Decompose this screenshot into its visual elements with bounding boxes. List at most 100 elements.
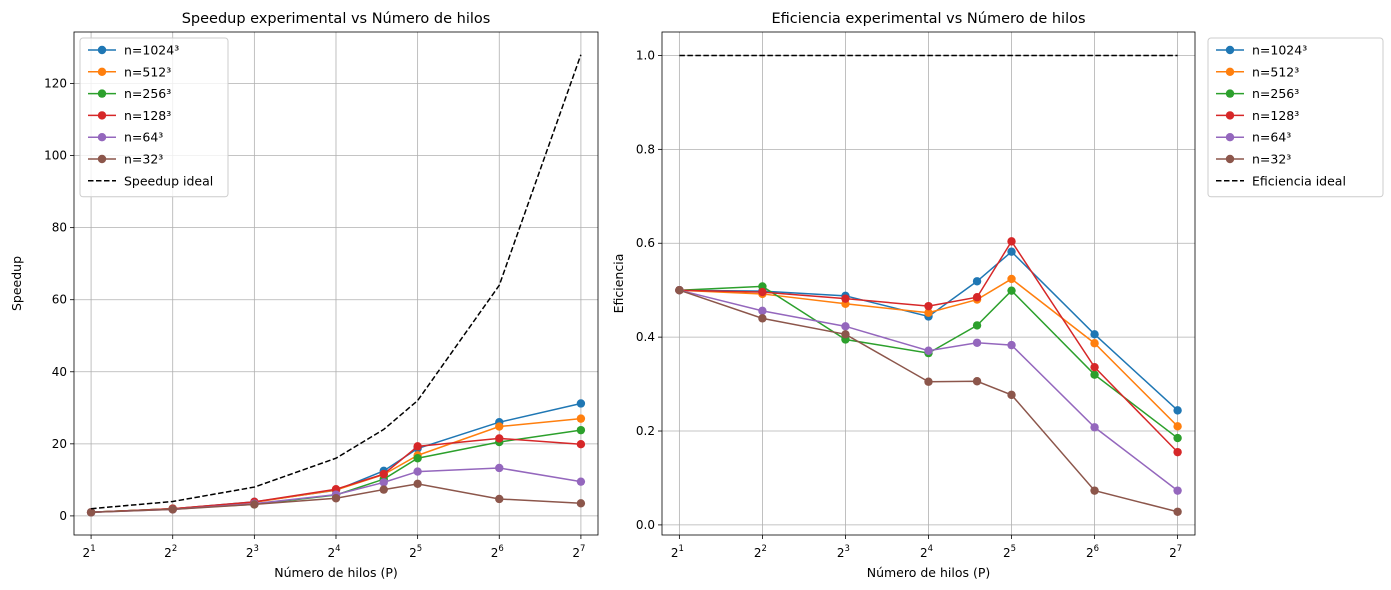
data-point <box>413 467 422 476</box>
x-tick-base: 2 <box>754 546 762 560</box>
data-point <box>924 377 933 386</box>
data-point <box>1007 286 1016 295</box>
series-line-3 <box>91 437 581 514</box>
legend-swatch-marker <box>1225 133 1235 142</box>
x-tick-label: 27 <box>1169 544 1182 560</box>
legend-swatch-marker <box>97 89 107 98</box>
data-point <box>331 494 341 503</box>
legend: n=1024³ n=512³ n=256³ n=128³ n=64³ n=32³ Efici… <box>1207 37 1384 198</box>
data-point <box>250 500 259 509</box>
x-tick-exponent: 2 <box>172 544 177 554</box>
x-tick-base: 2 <box>1169 546 1177 560</box>
y-tick-label: 0 <box>59 509 67 523</box>
data-point <box>576 425 586 435</box>
x-tick-label: 23 <box>837 544 850 560</box>
data-point <box>576 399 586 408</box>
data-point <box>576 477 586 486</box>
x-tick-exponent: 2 <box>762 544 767 554</box>
data-point <box>379 485 388 494</box>
data-point <box>1007 390 1016 400</box>
data-point <box>1007 274 1016 284</box>
series-line-5 <box>679 289 1178 513</box>
data-point <box>972 377 982 386</box>
x-tick-label: 22 <box>164 544 177 560</box>
legend-swatch-marker <box>97 154 107 164</box>
legend-label: n=32³ <box>124 152 163 167</box>
x-axis-label: Número de hilos (P) <box>867 565 991 580</box>
data-point <box>1007 247 1016 256</box>
legend-label: n=128³ <box>1252 108 1299 123</box>
x-tick-exponent: 4 <box>335 544 340 554</box>
data-point <box>1090 362 1099 372</box>
legend-label: n=512³ <box>1252 64 1299 79</box>
x-tick-base: 2 <box>409 546 417 560</box>
data-point <box>495 463 504 473</box>
legend-swatch-marker <box>1225 154 1235 164</box>
x-tick-label: 25 <box>409 544 422 560</box>
data-point <box>495 422 504 431</box>
legend-swatch-marker <box>97 111 107 120</box>
legend-label: n=64³ <box>124 130 163 145</box>
x-tick-label: 27 <box>572 544 585 560</box>
data-point <box>924 301 933 311</box>
data-point <box>972 321 982 330</box>
data-point <box>972 293 982 302</box>
data-point <box>495 494 504 504</box>
legend-label: n=32³ <box>1252 152 1291 167</box>
data-point <box>1173 433 1182 443</box>
x-tick-exponent: 1 <box>90 544 95 554</box>
legend-label: n=256³ <box>1252 86 1299 101</box>
data-point <box>675 285 684 295</box>
y-axis-label: Speedup <box>9 256 24 311</box>
data-point <box>168 505 177 514</box>
data-point <box>379 469 388 479</box>
y-tick-label: 0.2 <box>636 424 655 438</box>
data-point <box>1173 422 1182 431</box>
x-tick-base: 2 <box>491 546 499 560</box>
data-point <box>1090 330 1099 339</box>
x-tick-exponent: 5 <box>1011 544 1016 554</box>
x-tick-exponent: 7 <box>1177 544 1182 554</box>
data-point <box>1090 370 1099 379</box>
y-tick-label: 40 <box>52 365 67 379</box>
data-point <box>841 330 850 339</box>
data-point <box>1090 486 1099 495</box>
x-tick-exponent: 6 <box>498 544 503 554</box>
legend-swatch-marker <box>97 133 107 142</box>
data-point <box>1090 339 1099 348</box>
data-point <box>413 454 422 463</box>
x-tick-exponent: 5 <box>417 544 422 554</box>
data-point <box>841 322 850 331</box>
data-point <box>413 479 422 489</box>
legend-box <box>1207 37 1384 198</box>
x-tick-exponent: 3 <box>253 544 258 554</box>
x-tick-exponent: 4 <box>928 544 933 554</box>
x-tick-base: 2 <box>1003 546 1011 560</box>
series-line-5 <box>91 483 581 514</box>
x-tick-label: 26 <box>491 544 504 560</box>
x-tick-base: 2 <box>1086 546 1094 560</box>
data-point <box>972 338 982 347</box>
data-point <box>924 346 933 355</box>
x-tick-base: 2 <box>837 546 845 560</box>
y-axis-label: Eficiencia <box>611 254 626 314</box>
legend-label: Eficiencia ideal <box>1252 173 1346 188</box>
legend-swatch-marker <box>1225 45 1235 55</box>
data-point <box>1173 507 1182 516</box>
y-tick-label: 80 <box>52 221 67 235</box>
data-point <box>758 314 767 323</box>
x-tick-label: 26 <box>1086 544 1099 560</box>
x-tick-label: 24 <box>920 544 933 560</box>
series-line-2 <box>679 285 1179 439</box>
legend-label: n=128³ <box>124 108 171 123</box>
y-tick-label: 120 <box>44 77 67 91</box>
x-axis-label: Número de hilos (P) <box>274 565 398 580</box>
x-tick-base: 2 <box>920 546 928 560</box>
x-tick-base: 2 <box>246 546 254 560</box>
data-point <box>576 499 586 508</box>
series-line-0 <box>679 250 1179 411</box>
data-point <box>1007 237 1016 246</box>
x-tick-base: 2 <box>671 546 679 560</box>
legend-label: Speedup ideal <box>124 173 213 188</box>
